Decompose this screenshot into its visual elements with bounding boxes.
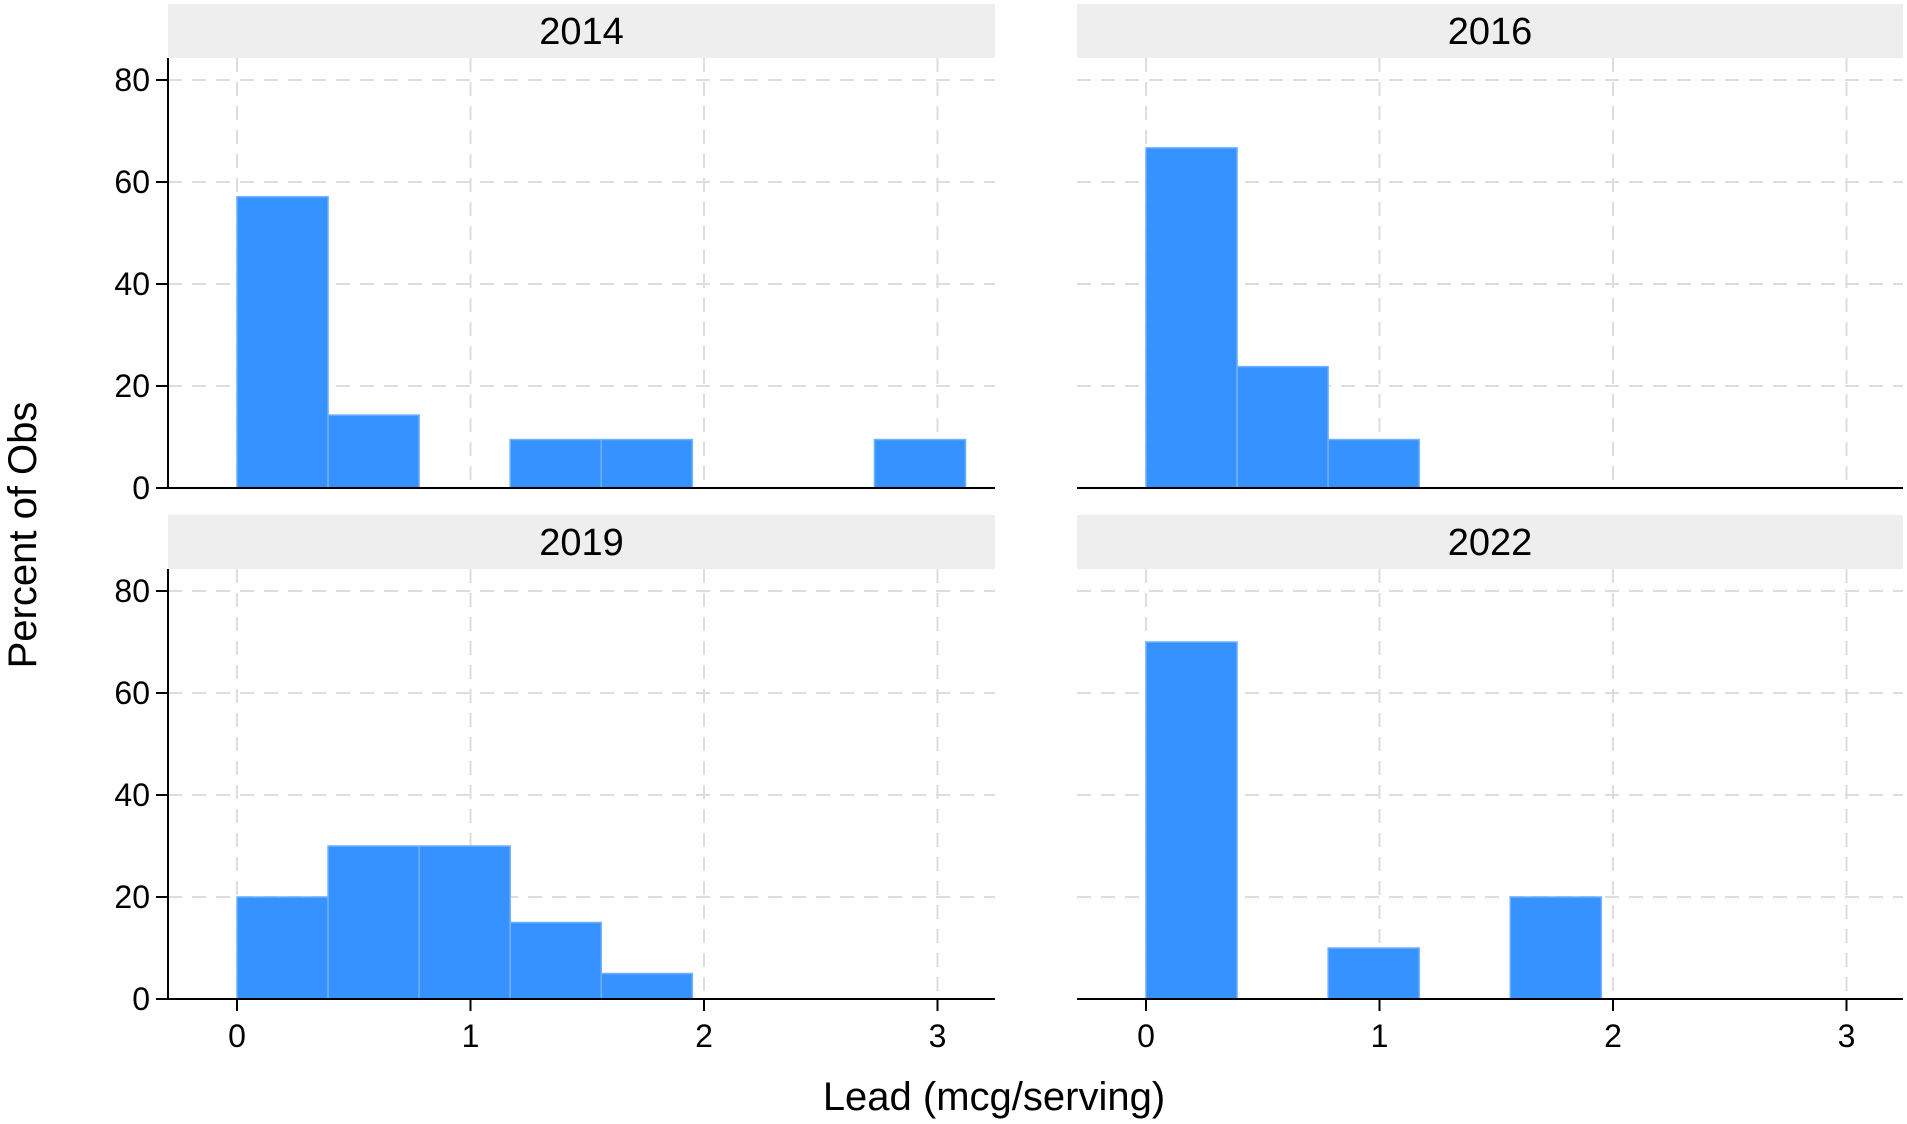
histogram-bar — [236, 196, 329, 489]
y-tick-label: 80 — [114, 62, 150, 98]
histogram-bar — [1327, 438, 1420, 489]
x-tick-label: 1 — [462, 1018, 480, 1054]
y-tick-label: 20 — [114, 368, 150, 404]
x-tick-label: 1 — [1371, 1018, 1389, 1054]
y-axis-title: Percent of Obs — [1, 402, 45, 669]
x-tick-label: 2 — [695, 1018, 713, 1054]
x-tick-label: 0 — [1137, 1018, 1155, 1054]
y-tick-label: 60 — [114, 675, 150, 711]
panel-2022: 2022 0 1 2 3 — [1077, 515, 1903, 1054]
panel-2016: 2016 — [1077, 4, 1903, 489]
panel-strip — [168, 515, 995, 569]
panel-strip — [1077, 515, 1903, 569]
histogram-bar — [600, 972, 694, 1000]
panel-title: 2022 — [1448, 522, 1533, 564]
y-tick-label: 0 — [132, 470, 150, 506]
histogram-bar — [1145, 147, 1238, 489]
histogram-bar — [1236, 365, 1329, 489]
histogram-bar — [1509, 896, 1603, 1000]
panels: 2014 0 20 40 60 80 2016 2019 0 20 40 60 80 0 1 2 3 2022 0 1… — [114, 4, 1903, 1054]
histogram-bar — [509, 438, 603, 489]
histogram-bar — [418, 845, 511, 1000]
y-tick-label: 20 — [114, 879, 150, 915]
panel-title: 2016 — [1448, 11, 1533, 53]
y-tick-label: 60 — [114, 164, 150, 200]
x-tick-label: 2 — [1604, 1018, 1622, 1054]
histogram-bar — [327, 414, 420, 489]
y-tick-label: 0 — [132, 981, 150, 1017]
panel-2014: 2014 0 20 40 60 80 — [114, 4, 995, 506]
histogram-bar — [873, 438, 967, 489]
panel-strip — [1077, 4, 1903, 58]
histogram-bar — [1145, 641, 1238, 1000]
x-tick-label: 0 — [228, 1018, 246, 1054]
panel-strip — [168, 4, 995, 58]
y-tick-label: 80 — [114, 573, 150, 609]
panel-2019: 2019 0 20 40 60 80 0 1 2 3 — [114, 515, 995, 1054]
y-tick-label: 40 — [114, 777, 150, 813]
y-tick-label: 40 — [114, 266, 150, 302]
histogram-bar — [327, 845, 420, 1000]
panel-title: 2019 — [539, 522, 624, 564]
histogram-bar — [509, 921, 603, 1000]
x-axis-title: Lead (mcg/serving) — [823, 1075, 1165, 1119]
histogram-bar — [236, 896, 329, 1000]
panel-title: 2014 — [539, 11, 624, 53]
x-tick-label: 3 — [929, 1018, 947, 1054]
histogram-bar — [1327, 947, 1420, 1000]
histogram-bar — [600, 438, 694, 489]
x-tick-label: 3 — [1838, 1018, 1856, 1054]
